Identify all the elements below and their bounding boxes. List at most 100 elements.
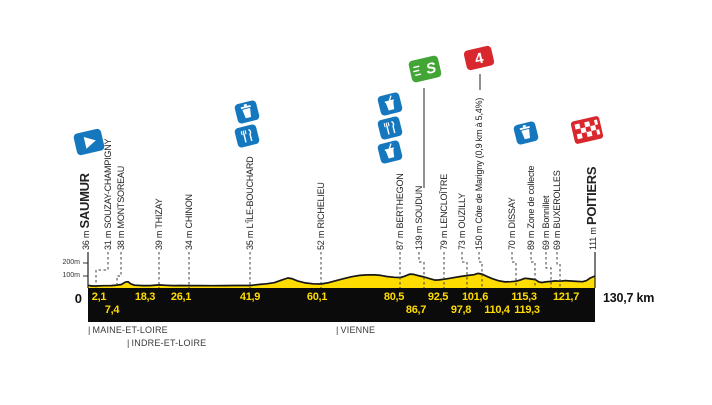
waypoint-elevation: 139 m (413, 223, 424, 250)
waypoint-label: 87 m BERTHEGON (393, 173, 405, 250)
waypoint-name: LENCLOÎTRE (438, 173, 449, 229)
waypoint-dash (545, 252, 552, 288)
waypoint-name: SOUDUN (413, 185, 424, 224)
waypoint-elevation: 111 m (588, 225, 598, 250)
waypoint-elevation: 70 m (506, 228, 517, 250)
km-tick: 119,3 (514, 304, 540, 316)
waypoint-elevation: 150 m (473, 223, 484, 250)
waypoint-name: MONTSOREAU (115, 165, 126, 229)
waypoint-dash (556, 252, 561, 288)
waypoint-name: CHINON (183, 194, 194, 229)
waypoint-elevation: 52 m (315, 228, 326, 250)
km-bar: 2,1 7,4 18,3 26,1 41,9 60,1 80,5 86,7 92,5 97,8 10… (88, 288, 595, 322)
waypoint-name: BUXEROLLES (551, 170, 562, 229)
climb-cat4-icon: 4 (463, 45, 495, 72)
waypoint-dash (530, 252, 536, 288)
km-tick: 110,4 (484, 304, 510, 316)
waypoint-dash (461, 252, 468, 288)
waypoint-name: BERTHEGON (394, 173, 405, 229)
waypoint-label: 150 m Côte de Marigny (0,9 km à 5,4%) (472, 97, 484, 250)
origin-km: 0 (74, 291, 82, 306)
y-axis-label: 100m (62, 272, 80, 279)
km-tick: 18,3 (134, 291, 156, 303)
waypoint-elevation: 39 m (153, 228, 164, 250)
km-tick: 97,8 (450, 304, 472, 316)
department-separator: | (88, 325, 91, 335)
km-tick: 60,1 (306, 291, 328, 303)
department-name: MAINE-ET-LOIRE (92, 325, 168, 335)
waypoint-label: 73 m OUZILLY (455, 193, 467, 250)
y-axis-label: 200m (62, 259, 80, 266)
sprint-icon: S (408, 55, 442, 84)
waypoint-name: Zone de collecte (525, 165, 536, 229)
elevation-profile (87, 272, 596, 290)
waypoint-label: 111 m POITIERS (584, 166, 599, 250)
waypoint-label: 52 m RICHELIEU (314, 182, 326, 250)
waypoint-name: POITIERS (584, 166, 599, 226)
waypoint-label: 36 m SAUMUR (77, 173, 92, 250)
km-tick: 121,7 (552, 291, 580, 303)
waypoint-name: OUZILLY (456, 193, 467, 229)
km-tick: 7,4 (104, 304, 120, 316)
total-distance: 130,7 km (603, 291, 655, 305)
waypoint-elevation: 69 m (540, 228, 551, 250)
km-tick: 92,5 (427, 291, 449, 303)
department-separator: | (127, 338, 130, 348)
finish-flag-icon (569, 116, 605, 146)
department-name: INDRE-ET-LOIRE (131, 338, 207, 348)
berthegon-zone-icons (376, 92, 404, 166)
waypoint-elevation: 79 m (438, 228, 449, 250)
drink-zone-icon (377, 92, 403, 116)
waypoint-dash (116, 252, 122, 288)
waypoint-label: 139 m SOUDUN (412, 185, 424, 250)
drink-zone-icon (377, 140, 403, 164)
km-tick: 2,1 (91, 291, 107, 303)
waypoint-name: DISSAY (506, 197, 517, 229)
waypoint-name: THIZAY (153, 198, 164, 229)
waypoint-elevation: 87 m (394, 228, 405, 250)
department-label: | MAINE-ET-LOIRE (88, 325, 168, 335)
waypoint-dash (418, 252, 425, 288)
department-name: VIENNE (340, 325, 376, 335)
profile-outline (87, 272, 596, 287)
waypoint-elevation: 89 m (525, 228, 536, 250)
waypoint-elevation: 38 m (115, 228, 126, 250)
km-tick: 26,1 (170, 291, 192, 303)
waypoint-name: RICHELIEU (315, 182, 326, 229)
waypoint-label: 69 m Bonnillet (539, 195, 551, 250)
waypoint-label: 38 m MONTSOREAU (114, 165, 126, 250)
waypoint-dash (511, 252, 517, 288)
km-tick: 101,6 (461, 291, 489, 303)
waste-zone-icon (234, 100, 260, 124)
km-tick: 41,9 (239, 291, 261, 303)
department-label: | VIENNE (336, 325, 375, 335)
waypoint-dash (478, 252, 483, 288)
waypoint-label: 70 m DISSAY (505, 197, 517, 250)
waypoint-name: L'ÎLE-BOUCHARD (244, 156, 255, 229)
department-separator: | (336, 325, 339, 335)
ile-bouchard-zone-icons (233, 100, 261, 150)
km-tick: 86,7 (405, 304, 427, 316)
feed-zone-icon (377, 116, 403, 140)
waypoint-elevation: 73 m (456, 228, 467, 250)
svg-text:S: S (424, 59, 438, 78)
waypoint-name: Bonnillet (540, 195, 551, 229)
km-tick: 115,3 (511, 291, 537, 303)
km-tick: 80,5 (383, 291, 405, 303)
start-flag-icon (70, 128, 108, 159)
waypoint-name: SAUMUR (77, 173, 92, 229)
waypoint-elevation: 69 m (551, 228, 562, 250)
waypoint-label: 69 m BUXEROLLES (550, 170, 562, 250)
waypoint-elevation: 34 m (183, 228, 194, 250)
waypoint-label: 34 m CHINON (182, 194, 194, 250)
waypoint-elevation: 35 m (244, 228, 255, 250)
waste-zone-icon (512, 121, 540, 147)
waypoint-label: 89 m Zone de collecte (524, 165, 536, 250)
waypoint-label: 79 m LENCLOÎTRE (437, 173, 449, 250)
waypoint-elevation: 31 m (102, 228, 113, 250)
waypoint-dash (95, 252, 109, 288)
waypoint-label: 35 m L'ÎLE-BOUCHARD (243, 156, 255, 250)
waypoint-label: 39 m THIZAY (152, 198, 164, 251)
waypoint-name: Côte de Marigny (0,9 km à 5,4%) (473, 97, 484, 224)
